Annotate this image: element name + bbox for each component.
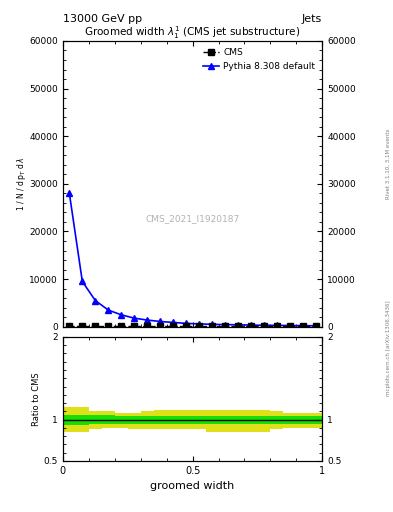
CMS <box>314 324 318 330</box>
Pythia 8.308 default <box>145 317 150 323</box>
Pythia 8.308 default <box>197 321 202 327</box>
CMS <box>301 324 305 330</box>
Line: Pythia 8.308 default: Pythia 8.308 default <box>66 190 319 329</box>
CMS <box>67 324 72 330</box>
Title: Groomed width $\lambda_1^1$ (CMS jet substructure): Groomed width $\lambda_1^1$ (CMS jet sub… <box>84 24 301 41</box>
Line: CMS: CMS <box>66 324 319 329</box>
Pythia 8.308 default <box>132 315 137 321</box>
CMS <box>184 324 189 330</box>
Pythia 8.308 default <box>93 297 98 304</box>
CMS <box>197 324 202 330</box>
CMS <box>80 324 85 330</box>
Pythia 8.308 default <box>314 323 318 329</box>
Pythia 8.308 default <box>80 279 85 285</box>
CMS <box>210 324 215 330</box>
CMS <box>288 324 292 330</box>
CMS <box>119 324 123 330</box>
Legend: CMS, Pythia 8.308 default: CMS, Pythia 8.308 default <box>200 46 318 73</box>
CMS <box>132 324 137 330</box>
CMS <box>145 324 150 330</box>
CMS <box>93 324 98 330</box>
CMS <box>236 324 241 330</box>
Pythia 8.308 default <box>262 322 266 328</box>
CMS <box>274 324 279 330</box>
Text: 13000 GeV pp: 13000 GeV pp <box>63 14 142 24</box>
Pythia 8.308 default <box>119 312 123 318</box>
Pythia 8.308 default <box>171 319 176 326</box>
CMS <box>106 324 111 330</box>
Pythia 8.308 default <box>210 321 215 327</box>
Text: mcplots.cern.ch [arXiv:1306.3436]: mcplots.cern.ch [arXiv:1306.3436] <box>386 301 391 396</box>
Pythia 8.308 default <box>249 322 253 328</box>
Pythia 8.308 default <box>274 323 279 329</box>
Pythia 8.308 default <box>222 322 227 328</box>
Pythia 8.308 default <box>301 323 305 329</box>
CMS <box>222 324 227 330</box>
Pythia 8.308 default <box>67 190 72 197</box>
Text: CMS_2021_I1920187: CMS_2021_I1920187 <box>145 214 240 223</box>
CMS <box>249 324 253 330</box>
X-axis label: groomed width: groomed width <box>151 481 235 491</box>
CMS <box>262 324 266 330</box>
Pythia 8.308 default <box>236 322 241 328</box>
Text: Rivet 3.1.10, 3.1M events: Rivet 3.1.10, 3.1M events <box>386 129 391 199</box>
CMS <box>158 324 163 330</box>
Y-axis label: 1 / $\mathrm{N}$ / $\mathrm{d}\,\mathrm{p}_T$ $\mathrm{d}\,\lambda$: 1 / $\mathrm{N}$ / $\mathrm{d}\,\mathrm{… <box>15 157 28 211</box>
Pythia 8.308 default <box>288 323 292 329</box>
Pythia 8.308 default <box>158 318 163 325</box>
Pythia 8.308 default <box>184 321 189 327</box>
Text: Jets: Jets <box>302 14 322 24</box>
Pythia 8.308 default <box>106 307 111 313</box>
CMS <box>171 324 176 330</box>
Y-axis label: Ratio to CMS: Ratio to CMS <box>32 372 41 425</box>
